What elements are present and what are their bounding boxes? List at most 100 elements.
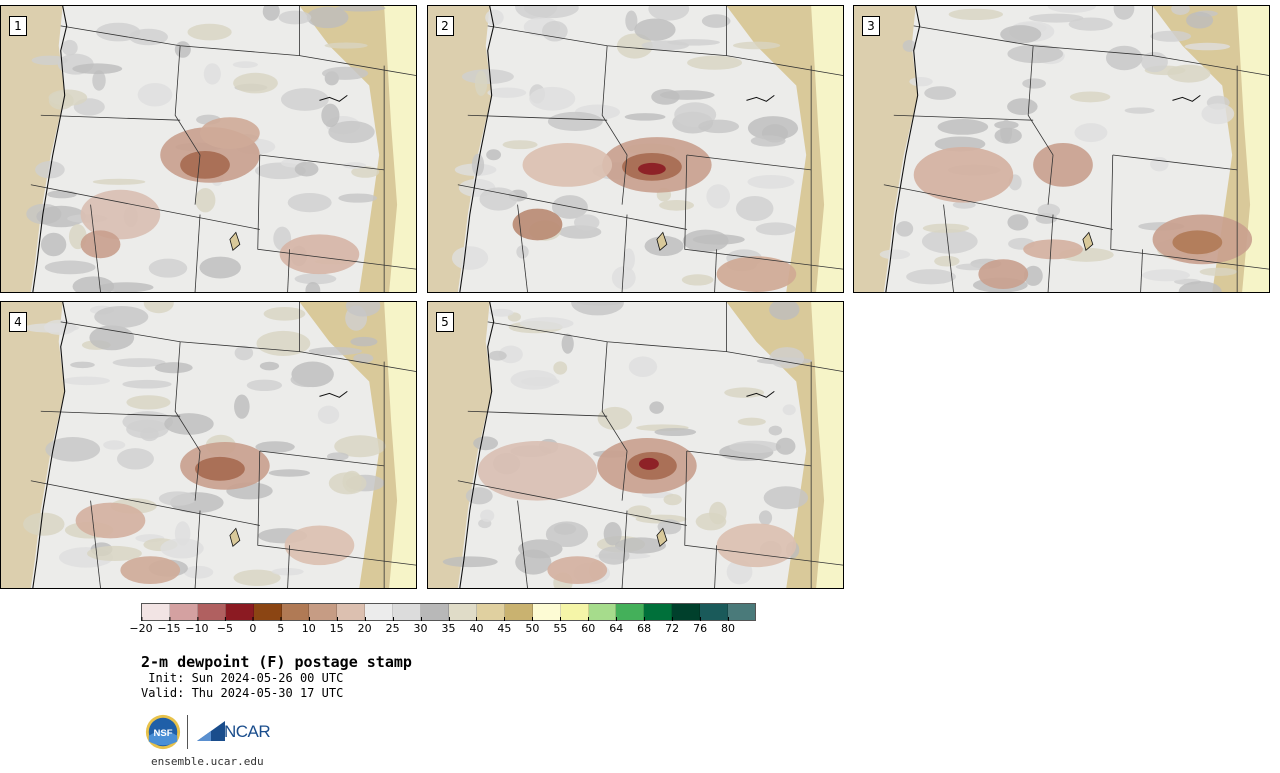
terrain-texture — [701, 14, 731, 28]
terrain-texture — [758, 510, 773, 526]
terrain-texture — [1150, 156, 1169, 172]
terrain-texture — [112, 358, 166, 368]
colorbar-tick-label: 68 — [637, 617, 652, 635]
terrain-texture — [553, 361, 568, 375]
colorbar-swatch — [672, 604, 701, 620]
terrain-texture — [294, 273, 337, 285]
dry-region — [522, 143, 613, 187]
terrain-texture — [547, 111, 603, 132]
terrain-texture — [1074, 123, 1108, 143]
terrain-texture — [737, 417, 766, 426]
colorbar-tick-label: 60 — [581, 617, 596, 635]
terrain-texture — [40, 232, 67, 257]
coastline — [885, 6, 921, 292]
moist-band — [299, 6, 416, 292]
terrain-texture — [654, 427, 697, 437]
colorbar-tick-label: 64 — [609, 617, 624, 635]
colorbar-tick-label: 80 — [721, 617, 736, 635]
init-time: Init: Sun 2024-05-26 00 UTC — [141, 671, 344, 685]
colorbar-swatch — [504, 604, 533, 620]
terrain-texture — [473, 436, 499, 451]
terrain-texture — [47, 190, 77, 199]
terrain-texture — [489, 308, 514, 317]
dewpoint-map — [1, 6, 416, 292]
terrain-texture — [321, 66, 369, 80]
terrain-texture — [143, 302, 174, 314]
terrain-texture — [174, 41, 191, 58]
terrain-texture — [1022, 78, 1046, 89]
colorbar-tick-label: 35 — [441, 617, 456, 635]
terrain-texture — [611, 266, 636, 290]
terrain-texture — [199, 256, 241, 279]
terrain-texture — [480, 509, 495, 522]
nsf-logo-text: NSF — [154, 728, 173, 739]
terrain-texture — [775, 437, 796, 455]
terrain-texture — [649, 401, 664, 414]
colorbar-tick-label: 55 — [553, 617, 568, 635]
terrain-texture — [487, 87, 527, 98]
colorbar-swatch — [560, 604, 589, 620]
terrain-texture — [122, 379, 172, 389]
colorbar-tick-label: −20 — [129, 617, 153, 635]
terrain-texture — [324, 42, 368, 49]
terrain-texture — [994, 127, 1022, 144]
colorbar-tick-label: −10 — [185, 617, 209, 635]
pacific-ocean — [854, 6, 918, 292]
terrain-texture — [305, 281, 321, 292]
humid-band — [384, 302, 416, 588]
ncar-logo-text: NCAR — [224, 722, 271, 741]
terrain-texture — [160, 538, 204, 559]
terrain-texture — [1047, 6, 1096, 13]
terrain-texture — [23, 512, 65, 536]
pacific-ocean — [428, 302, 492, 588]
lake — [229, 527, 241, 548]
dewpoint-map — [854, 6, 1269, 292]
terrain-texture — [233, 569, 281, 587]
ncar-logo-icon — [197, 721, 225, 741]
terrain-texture — [126, 419, 169, 439]
map-panel-5: 5 — [427, 301, 844, 589]
colorbar-swatch — [532, 604, 561, 620]
terrain-texture — [735, 195, 774, 222]
terrain-texture — [769, 347, 805, 369]
terrain-texture — [603, 521, 622, 546]
terrain-texture — [317, 405, 340, 424]
moist-band — [726, 6, 843, 292]
terrain-texture — [326, 452, 349, 461]
terrain-texture — [634, 18, 676, 41]
terrain-texture — [350, 336, 378, 347]
terrain-texture — [561, 333, 574, 354]
terrain-texture — [148, 258, 188, 278]
terrain-texture — [1142, 269, 1190, 282]
moist-band — [726, 302, 843, 588]
dry-region — [1023, 239, 1083, 260]
dry-region — [75, 502, 146, 539]
dry-region — [284, 525, 355, 566]
terrain-texture — [45, 437, 101, 462]
terrain-texture — [553, 523, 577, 535]
terrain-texture — [89, 325, 135, 351]
terrain-texture — [1105, 45, 1143, 71]
terrain-texture — [1007, 214, 1029, 231]
terrain-texture — [934, 255, 960, 267]
colorbar-tick-label: 76 — [693, 617, 708, 635]
terrain-texture — [1124, 107, 1155, 114]
terrain-texture — [516, 245, 529, 259]
dry-region — [1172, 230, 1223, 255]
terrain-texture — [529, 86, 576, 111]
panel-number: 5 — [436, 312, 454, 332]
terrain-texture — [256, 330, 311, 356]
dry-region — [180, 150, 230, 179]
colorbar-swatch — [700, 604, 729, 620]
colorbar-tick-label: 0 — [249, 617, 257, 635]
terrain-texture — [164, 413, 214, 435]
colorbar-tick-label: 25 — [385, 617, 400, 635]
humid-band — [1237, 6, 1269, 292]
dry-region — [477, 441, 598, 501]
terrain-texture — [1184, 42, 1231, 51]
terrain-texture — [769, 302, 800, 320]
terrain-texture — [909, 76, 933, 87]
terrain-texture — [724, 387, 765, 398]
dry-region — [716, 256, 797, 292]
colorbar-swatch — [616, 604, 645, 620]
